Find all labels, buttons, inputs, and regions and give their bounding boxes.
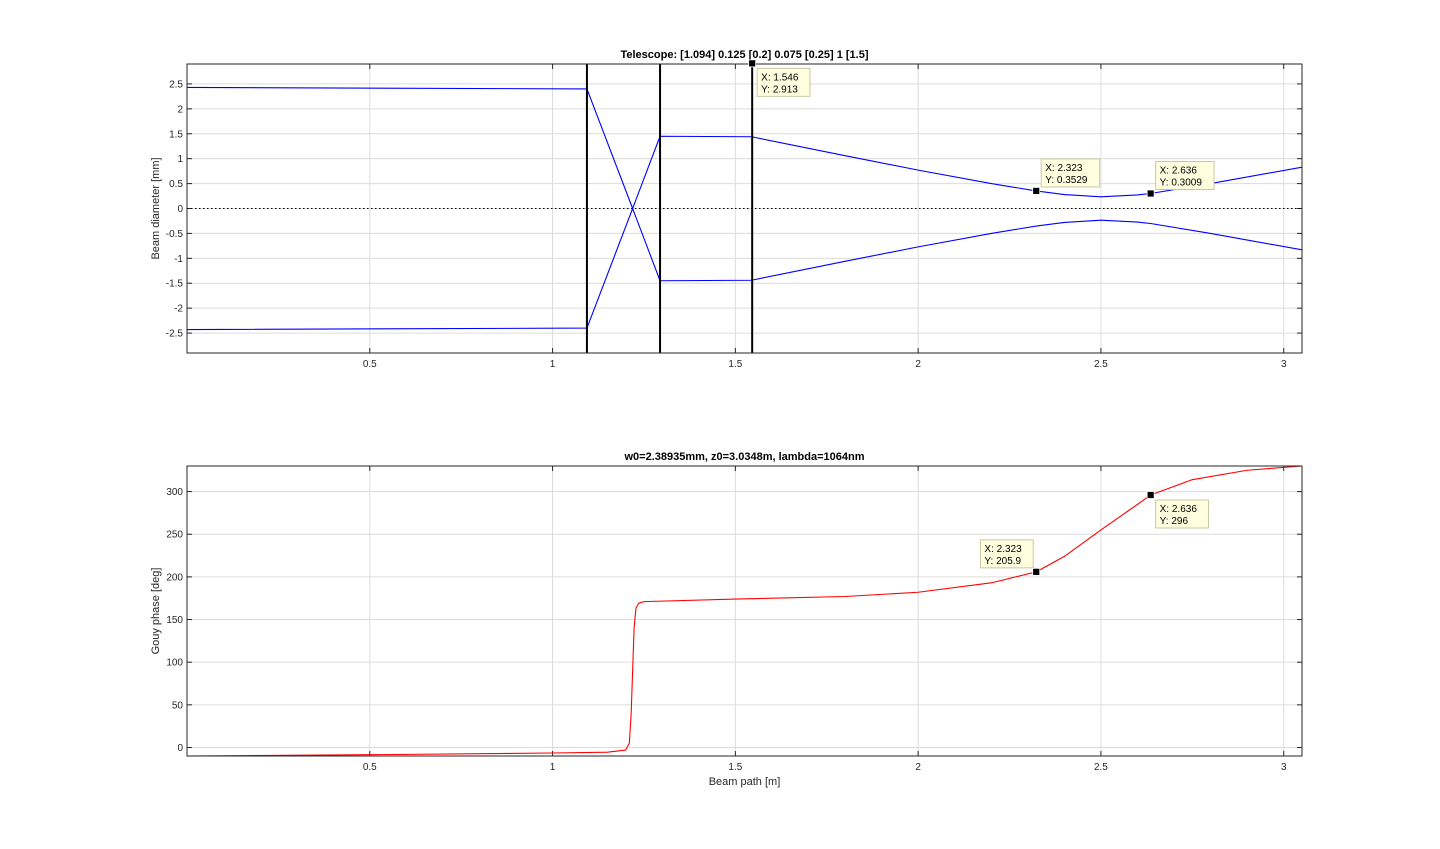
y-tick-label: 50: [172, 700, 184, 711]
x-tick-label: 3: [1281, 762, 1287, 773]
y-tick-label: -1: [174, 254, 183, 265]
series-line-1: [187, 466, 1302, 756]
y-tick-label: 200: [166, 572, 183, 583]
y-tick-label: 1: [177, 154, 183, 165]
x-tick-label: 1: [550, 762, 556, 773]
chart-title: w0=2.38935mm, z0=3.0348m, lambda=1064nm: [623, 451, 864, 463]
y-tick-label: -1.5: [166, 279, 184, 290]
datatip-marker: [1146, 491, 1155, 499]
beam-diameter-plot: 0.5 1 1.5 2 2.5 3 -2.5 -2 -1.5 -1 -0.5 0 0.5 1 1.5 2 2.5…: [150, 49, 1303, 370]
datatip-marker: [748, 59, 757, 68]
datatip-x-value: X: 2.323: [984, 544, 1022, 555]
y-axis-label: Beam diameter [mm]: [150, 157, 162, 259]
y-tick-label: 0: [177, 204, 183, 215]
y-tick-label: 300: [166, 487, 183, 498]
x-tick-label: 3: [1281, 359, 1287, 370]
y-tick-label: 1.5: [169, 129, 183, 140]
datatip-marker: [1032, 567, 1041, 576]
x-tick-label: 2.5: [1094, 359, 1108, 370]
x-tick-label: 2.5: [1094, 762, 1108, 773]
datatip-x-value: X: 1.546: [761, 72, 799, 83]
x-tick-label: 2: [915, 359, 921, 370]
x-axis-label: Beam path [m]: [709, 776, 781, 788]
x-tick-label: 0.5: [363, 762, 377, 773]
series-line-1: [187, 86, 1302, 210]
y-tick-label: 100: [166, 658, 183, 669]
datatip-box: [756, 67, 811, 97]
y-axis-label: Gouy phase [deg]: [150, 568, 162, 655]
datatip-y-value: Y: 0.3529: [1045, 175, 1088, 186]
axes-box: [186, 63, 1303, 354]
series-line-2: [187, 207, 1302, 331]
x-tick-label: 1: [550, 359, 556, 370]
datatip-box: [1040, 158, 1101, 188]
datatip-y-value: Y: 205.9: [984, 556, 1021, 567]
y-tick-label: 250: [166, 530, 183, 541]
plot-area: [187, 466, 1302, 756]
x-tick-label: 1.5: [728, 762, 742, 773]
y-tick-label: 0: [177, 743, 183, 754]
y-tick-label: 0.5: [169, 179, 183, 190]
y-tick-label: -2.5: [166, 329, 184, 340]
datatip-box: [979, 539, 1034, 569]
datatip-box: [1155, 161, 1215, 191]
y-tick-label: 150: [166, 615, 183, 626]
datatip-x-value: X: 2.636: [1160, 166, 1198, 177]
y-tick-label: 2: [177, 104, 183, 115]
datatip-y-value: Y: 296: [1160, 516, 1189, 527]
chart-title: Telescope: [1.094] 0.125 [0.2] 0.075 [0.…: [620, 49, 868, 61]
datatip-x-value: X: 2.323: [1045, 163, 1083, 174]
x-tick-label: 0.5: [363, 359, 377, 370]
datatip-x-value: X: 2.636: [1160, 504, 1198, 515]
y-tick-label: -0.5: [166, 229, 184, 240]
plot-area: [187, 86, 1302, 331]
x-tick-label: 2: [915, 762, 921, 773]
axes-background: [187, 466, 1302, 756]
y-tick-label: -2: [174, 304, 183, 315]
axes-box: [186, 465, 1303, 757]
datatip-marker: [1032, 187, 1041, 195]
y-tick-label: 2.5: [169, 79, 183, 90]
datatip-y-value: Y: 2.913: [761, 84, 798, 95]
datatip-y-value: Y: 0.3009: [1160, 178, 1203, 189]
gouy-phase-plot: 0.5 1 1.5 2 2.5 3 0 50 100 150 200 250 300 w0=2.38935…: [150, 451, 1303, 788]
x-tick-label: 1.5: [728, 359, 742, 370]
datatip-marker: [1146, 189, 1155, 198]
datatip-box: [1155, 499, 1209, 529]
